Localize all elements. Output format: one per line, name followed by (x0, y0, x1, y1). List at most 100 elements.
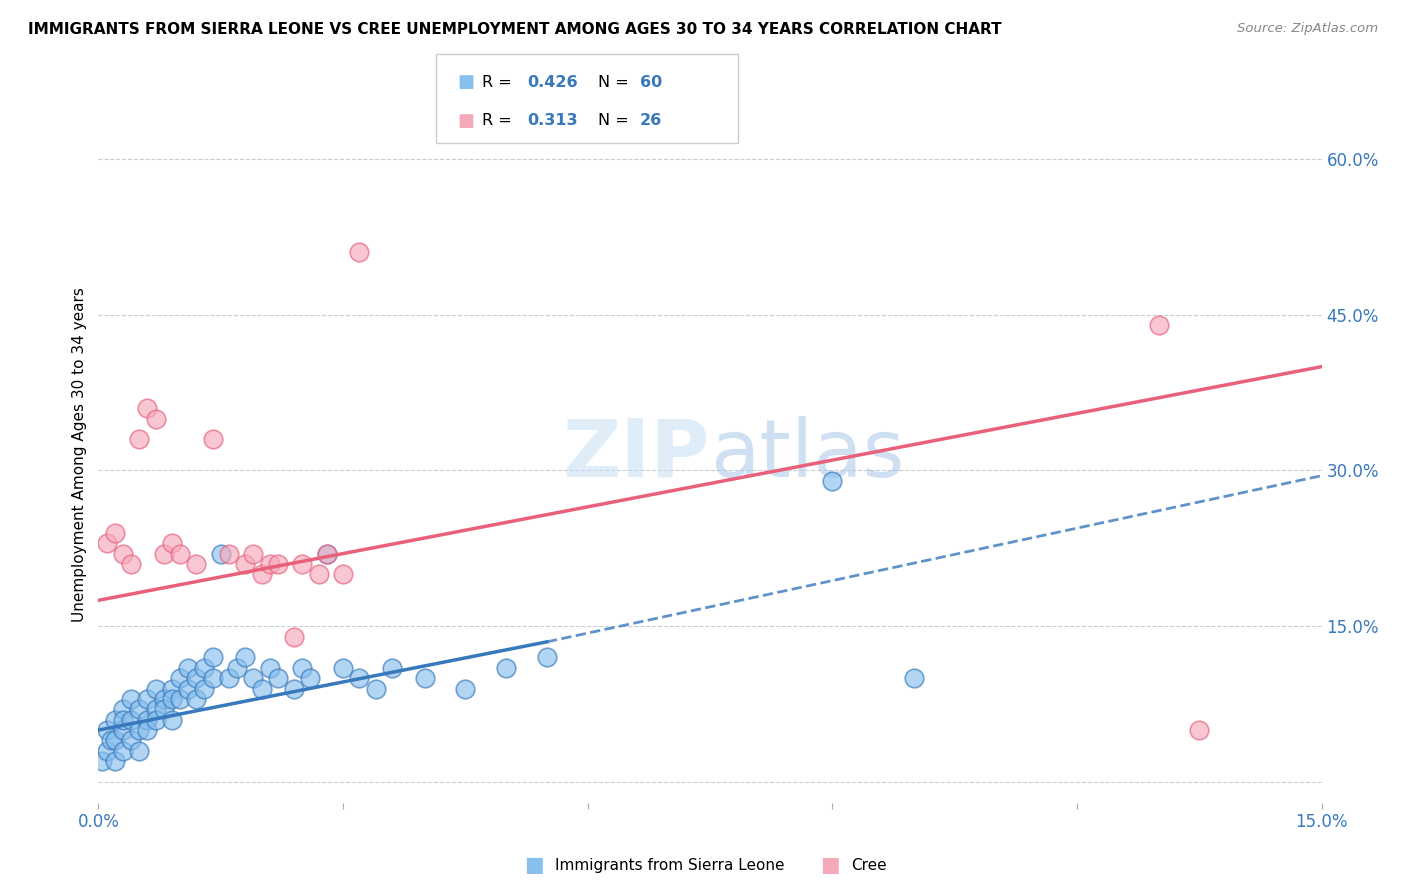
Point (201, 650, 224, 665)
Point (315, 547, 337, 561)
Point (1188, 723, 1211, 738)
Point (193, 661, 215, 675)
Point (308, 567, 330, 582)
Point (177, 681, 200, 696)
Point (332, 567, 354, 582)
Point (160, 536, 183, 550)
Point (111, 744, 134, 758)
Point (250, 567, 273, 582)
Point (169, 547, 191, 561)
Point (96, 744, 118, 758)
Point (111, 713, 134, 727)
Point (160, 681, 183, 696)
Point (201, 433, 224, 447)
Point (291, 661, 314, 675)
Point (250, 681, 273, 696)
Point (152, 702, 174, 716)
Point (136, 723, 159, 738)
Text: Cree: Cree (851, 858, 886, 872)
Point (160, 713, 183, 727)
Point (536, 650, 558, 665)
Point (186, 692, 208, 706)
Point (259, 661, 281, 675)
Point (136, 692, 159, 706)
Point (91, 754, 114, 768)
Text: 26: 26 (640, 113, 662, 128)
Text: ■: ■ (457, 73, 474, 91)
Point (111, 723, 134, 738)
Point (349, 671, 371, 685)
Text: Immigrants from Sierra Leone: Immigrants from Sierra Leone (555, 858, 785, 872)
Point (903, 671, 925, 685)
Point (177, 661, 200, 675)
Point (267, 671, 290, 685)
Point (169, 692, 191, 706)
Point (381, 661, 404, 675)
Point (242, 547, 264, 561)
Text: 0.313: 0.313 (527, 113, 578, 128)
Point (169, 671, 191, 685)
Point (104, 713, 127, 727)
Point (120, 733, 142, 747)
Point (242, 671, 264, 685)
Point (145, 411, 167, 425)
Point (145, 702, 167, 716)
Point (267, 557, 290, 571)
Point (128, 433, 150, 447)
Point (193, 681, 215, 696)
Text: ■: ■ (524, 855, 544, 875)
Point (136, 401, 159, 416)
Point (145, 713, 167, 727)
Point (186, 671, 208, 685)
Text: N =: N = (598, 113, 628, 128)
Point (283, 681, 305, 696)
Point (104, 754, 127, 768)
Point (100, 733, 122, 747)
Point (160, 692, 183, 706)
Point (299, 671, 322, 685)
Text: atlas: atlas (710, 416, 904, 494)
Point (136, 713, 159, 727)
Point (821, 474, 844, 488)
Point (259, 557, 281, 571)
Point (454, 681, 477, 696)
Point (218, 547, 240, 561)
Point (209, 547, 232, 561)
Point (120, 692, 142, 706)
Point (233, 650, 256, 665)
Point (186, 557, 208, 571)
Point (291, 557, 314, 571)
Point (152, 547, 174, 561)
Point (96, 536, 118, 550)
Point (226, 661, 249, 675)
Text: 0.426: 0.426 (527, 75, 578, 89)
Text: 60: 60 (640, 75, 662, 89)
Point (96, 723, 118, 738)
Point (283, 630, 305, 644)
Point (104, 525, 127, 540)
Point (218, 671, 240, 685)
Point (128, 702, 150, 716)
Text: Source: ZipAtlas.com: Source: ZipAtlas.com (1237, 22, 1378, 36)
Point (152, 692, 174, 706)
Text: R =: R = (482, 113, 512, 128)
Point (349, 245, 371, 260)
Text: ZIP: ZIP (562, 416, 710, 494)
Point (201, 671, 224, 685)
Point (1147, 318, 1170, 332)
Point (111, 702, 134, 716)
Point (495, 661, 517, 675)
Point (364, 681, 387, 696)
Text: IMMIGRANTS FROM SIERRA LEONE VS CREE UNEMPLOYMENT AMONG AGES 30 TO 34 YEARS CORR: IMMIGRANTS FROM SIERRA LEONE VS CREE UNE… (28, 22, 1001, 37)
Y-axis label: Unemployment Among Ages 30 to 34 years: Unemployment Among Ages 30 to 34 years (72, 287, 87, 623)
Point (111, 547, 134, 561)
Text: ■: ■ (820, 855, 839, 875)
Text: ■: ■ (457, 112, 474, 129)
Point (120, 713, 142, 727)
Point (413, 671, 436, 685)
Text: R =: R = (482, 75, 512, 89)
Point (120, 557, 142, 571)
Point (128, 744, 150, 758)
Point (315, 547, 337, 561)
Point (233, 557, 256, 571)
